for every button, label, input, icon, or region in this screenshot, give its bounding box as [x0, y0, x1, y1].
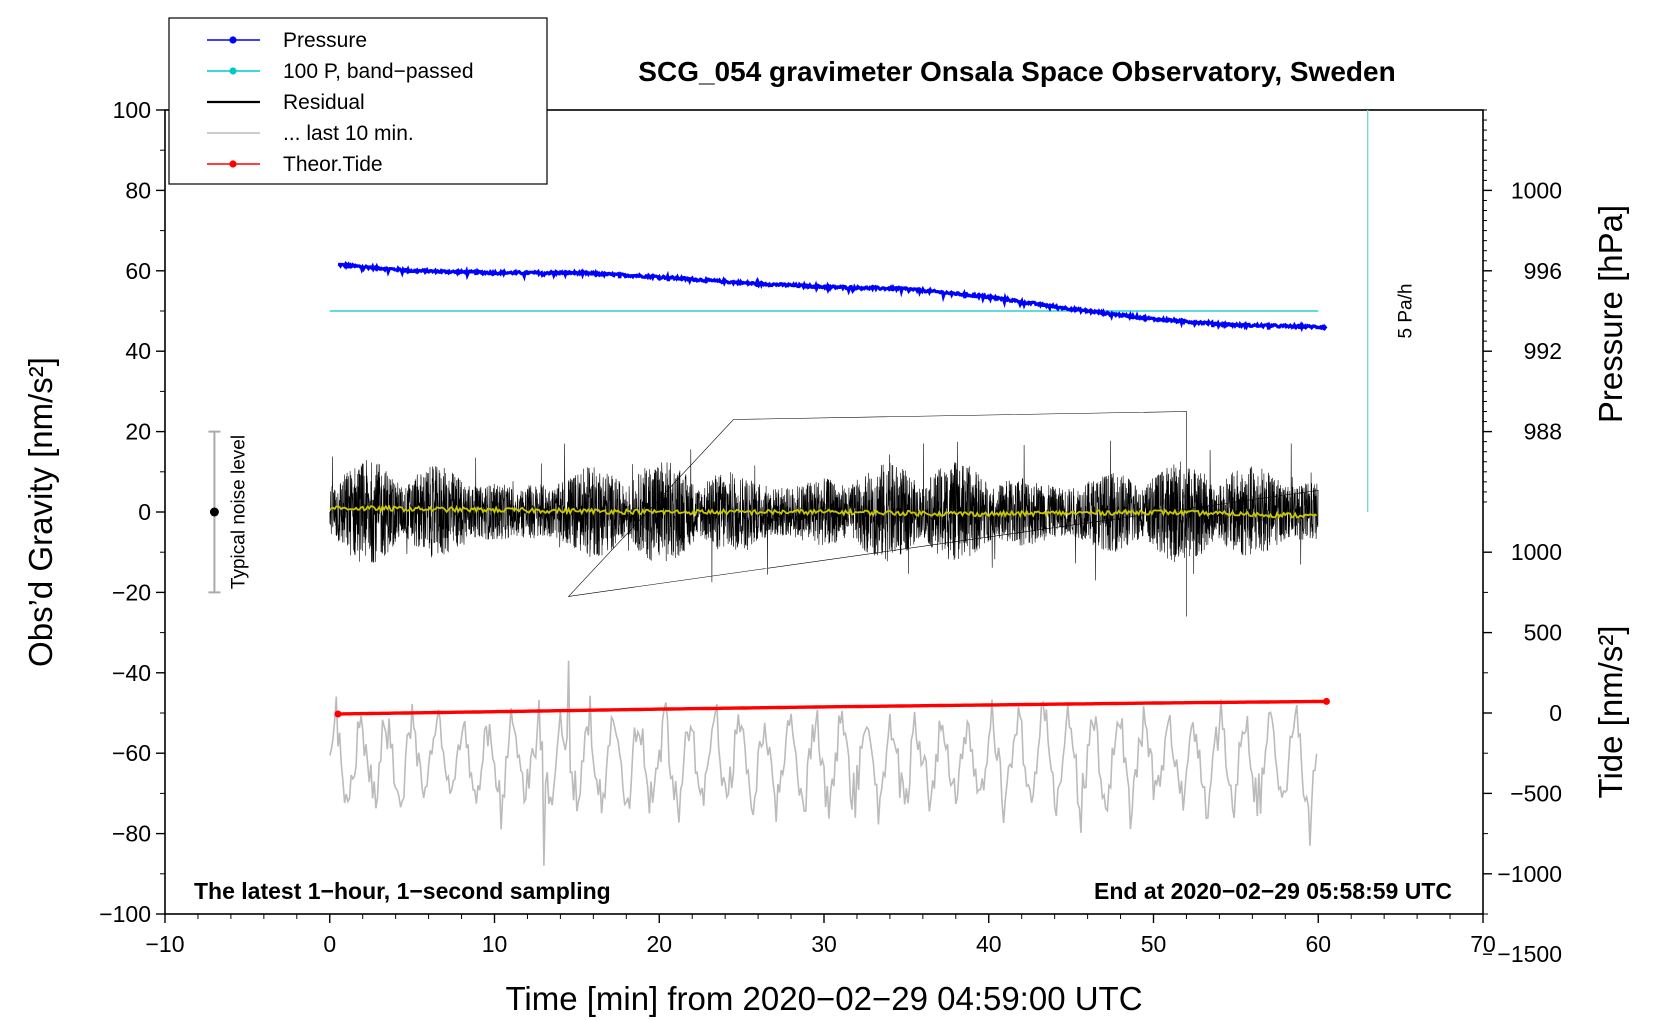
y-tick-label: −100	[99, 901, 151, 927]
y-tick-label: −80	[112, 821, 151, 847]
tide-tick-label: −1500	[1497, 941, 1562, 967]
axis-ticks: −10 0 10 20 30 40 50 60 70100806040200−20−40−60−…	[99, 97, 1562, 967]
x-tick-label: 50	[1141, 931, 1167, 957]
series-tide-line	[337, 699, 1327, 716]
tide-tick-label: −1000	[1497, 861, 1562, 887]
x-tick-label: 0	[323, 931, 336, 957]
x-tick-label: 70	[1470, 931, 1496, 957]
y-tick-label: 40	[125, 338, 151, 364]
x-tick-label: 10	[482, 931, 508, 957]
footer-end-time: End at 2020−02−29 05:58:59 UTC	[1094, 878, 1452, 904]
legend-swatch-marker	[229, 160, 237, 168]
series-residual-smoothed-line	[329, 504, 1318, 520]
legend-swatch-marker	[229, 67, 237, 75]
series-pressure-line	[337, 260, 1328, 333]
tide-tick-label: 500	[1524, 620, 1562, 646]
pressure-tick-label: 1000	[1511, 177, 1562, 203]
annotations: Typical noise level 5 Pa/h	[208, 110, 1417, 594]
y-tick-label: 80	[125, 177, 151, 203]
y-axis-title-gravity: Obs’d Gravity [nm/s²]	[22, 357, 59, 667]
y-axis-title-tide: Tide [nm/s²]	[1592, 626, 1629, 799]
pressure-tick-label: 992	[1524, 338, 1562, 364]
y-tick-label: 60	[125, 258, 151, 284]
y-tick-label: −20	[112, 579, 151, 605]
y-tick-label: 0	[138, 499, 151, 525]
x-tick-label: 30	[811, 931, 837, 957]
x-tick-label: −10	[145, 931, 184, 957]
y-axis-title-pressure: Pressure [hPa]	[1592, 205, 1629, 423]
pressure-rate-label: 5 Pa/h	[1396, 284, 1417, 339]
series-last10min-line	[329, 660, 1318, 866]
legend-label: 100 P, band−passed	[283, 60, 474, 83]
series-residual-line	[329, 411, 1319, 617]
y-tick-label: 20	[125, 419, 151, 445]
data-series	[329, 260, 1330, 866]
legend-label: Pressure	[283, 29, 367, 52]
tide-tick-label: −500	[1510, 780, 1562, 806]
legend-label: ... last 10 min.	[283, 122, 414, 145]
noise-bar-center	[209, 507, 219, 517]
pressure-tick-label: 996	[1524, 258, 1562, 284]
legend-swatch-marker	[229, 36, 237, 44]
pressure-tick-label: 988	[1524, 419, 1562, 445]
legend-label: Theor.Tide	[283, 153, 383, 176]
chart-title: SCG_054 gravimeter Onsala Space Observat…	[638, 56, 1395, 87]
y-tick-label: −60	[112, 740, 151, 766]
series-tide-point	[1322, 697, 1330, 705]
x-tick-label: 20	[646, 931, 672, 957]
tide-tick-label: 1000	[1511, 539, 1562, 565]
y-tick-label: −40	[112, 660, 151, 686]
x-tick-label: 60	[1305, 931, 1331, 957]
tide-tick-label: 0	[1549, 700, 1562, 726]
legend: Pressure 100 P, band−passed Residual ... la…	[168, 17, 548, 185]
legend-label: Residual	[283, 91, 365, 114]
y-tick-label: 100	[113, 97, 151, 123]
footer-sampling-note: The latest 1−hour, 1−second sampling	[194, 878, 611, 904]
series-tide-point	[334, 710, 342, 718]
x-tick-label: 40	[976, 931, 1002, 957]
noise-bar-label: Typical noise level	[228, 435, 249, 589]
x-axis-title: Time [min] from 2020−02−29 04:59:00 UTC	[505, 980, 1142, 1017]
